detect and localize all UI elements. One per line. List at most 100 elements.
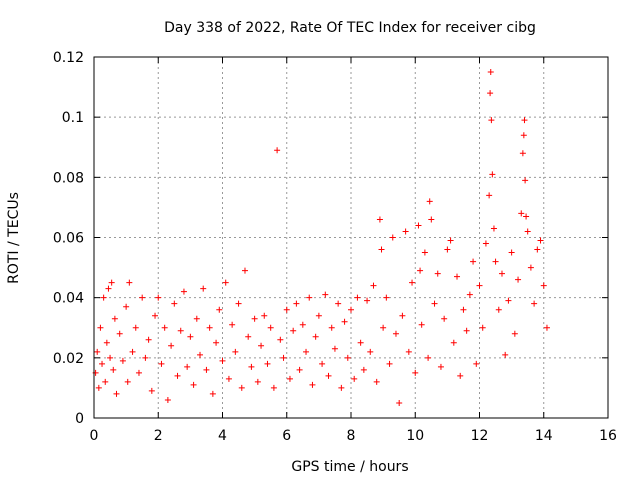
data-point [111, 315, 118, 322]
data-point [540, 282, 547, 289]
data-points [92, 69, 550, 406]
data-point [158, 360, 165, 367]
data-point [261, 312, 268, 319]
data-point [441, 315, 448, 322]
data-point [222, 279, 229, 286]
x-axis-label: GPS time / hours [291, 459, 408, 475]
data-point [99, 360, 106, 367]
data-point [351, 375, 358, 382]
x-tick-label: 12 [471, 428, 489, 444]
data-point [511, 330, 518, 337]
data-point [434, 270, 441, 277]
data-point [280, 354, 287, 361]
data-point [505, 297, 512, 304]
data-point [290, 327, 297, 334]
data-point [216, 306, 223, 313]
data-point [338, 384, 345, 391]
data-point [315, 312, 322, 319]
data-point [360, 366, 367, 373]
data-point [245, 333, 252, 340]
data-point [341, 318, 348, 325]
data-point [241, 267, 248, 274]
data-point [270, 384, 277, 391]
data-point [168, 342, 175, 349]
data-point [296, 366, 303, 373]
data-point [444, 246, 451, 253]
data-point [466, 291, 473, 298]
y-tick-label: 0.06 [53, 231, 84, 247]
data-point [331, 345, 338, 352]
data-point [376, 216, 383, 223]
data-point [107, 354, 114, 361]
data-point [108, 279, 115, 286]
data-point [135, 369, 142, 376]
data-point [203, 366, 210, 373]
data-point [100, 294, 107, 301]
data-point [524, 228, 531, 235]
data-point [161, 324, 168, 331]
data-point [534, 246, 541, 253]
x-tick-label: 14 [535, 428, 553, 444]
y-tick-label: 0.02 [53, 351, 84, 367]
data-point [487, 90, 494, 97]
data-point [129, 348, 136, 355]
data-point [479, 324, 486, 331]
data-point [386, 360, 393, 367]
data-point [132, 324, 139, 331]
data-point [229, 321, 236, 328]
data-point [110, 366, 117, 373]
data-point [116, 330, 123, 337]
data-point [193, 315, 200, 322]
data-point [322, 291, 329, 298]
data-point [425, 354, 432, 361]
data-point [283, 306, 290, 313]
data-point [303, 348, 310, 355]
data-point [113, 390, 120, 397]
data-point [476, 282, 483, 289]
x-tick-label: 10 [406, 428, 424, 444]
data-point [139, 294, 146, 301]
data-point [145, 336, 152, 343]
data-point [123, 303, 130, 310]
data-point [367, 348, 374, 355]
data-point [383, 294, 390, 301]
data-point [254, 378, 261, 385]
data-point [457, 372, 464, 379]
data-point [335, 300, 342, 307]
data-point [396, 399, 403, 406]
data-point [238, 384, 245, 391]
data-point [94, 348, 101, 355]
data-point [450, 339, 457, 346]
x-tick-label: 8 [347, 428, 356, 444]
data-point [309, 381, 316, 388]
grid-lines [94, 57, 608, 418]
data-point [306, 294, 313, 301]
data-point [354, 294, 361, 301]
x-tick-label: 4 [218, 428, 227, 444]
data-point [490, 225, 497, 232]
data-point [200, 285, 207, 292]
data-point [319, 360, 326, 367]
data-point [518, 210, 525, 217]
data-point [473, 360, 480, 367]
data-point [402, 228, 409, 235]
data-point [225, 375, 232, 382]
data-point [177, 327, 184, 334]
data-point [119, 357, 126, 364]
y-axis-label: ROTI / TECUs [6, 192, 22, 284]
data-point [417, 267, 424, 274]
data-point [219, 357, 226, 364]
data-point [488, 117, 495, 124]
data-point [527, 264, 534, 271]
data-point [184, 363, 191, 370]
data-point [495, 306, 502, 313]
data-point [142, 354, 149, 361]
data-point [380, 324, 387, 331]
data-point [437, 363, 444, 370]
y-tick-label: 0.12 [53, 50, 84, 66]
data-point [470, 258, 477, 265]
data-point [482, 240, 489, 247]
data-point [277, 336, 284, 343]
data-point [515, 276, 522, 283]
